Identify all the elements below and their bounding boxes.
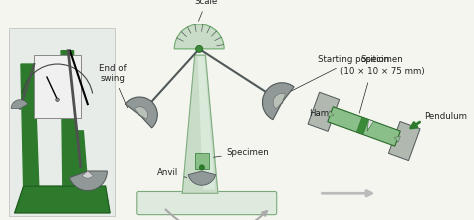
Polygon shape <box>394 136 401 142</box>
Text: Hammer: Hammer <box>309 108 346 117</box>
Text: Starting position: Starting position <box>289 55 389 92</box>
Wedge shape <box>125 97 157 128</box>
Polygon shape <box>61 51 77 186</box>
Wedge shape <box>263 83 294 120</box>
FancyBboxPatch shape <box>137 191 277 215</box>
Circle shape <box>196 45 203 52</box>
Polygon shape <box>356 117 368 135</box>
Wedge shape <box>135 107 147 119</box>
Polygon shape <box>21 64 39 186</box>
Text: Scale: Scale <box>195 0 218 21</box>
Polygon shape <box>308 92 340 131</box>
Polygon shape <box>328 111 334 117</box>
Circle shape <box>199 165 205 170</box>
Polygon shape <box>68 131 88 186</box>
Text: Anvil: Anvil <box>157 169 187 178</box>
Circle shape <box>56 98 59 101</box>
Text: Pendulum: Pendulum <box>424 112 467 121</box>
FancyBboxPatch shape <box>9 28 115 216</box>
Polygon shape <box>388 121 420 161</box>
FancyBboxPatch shape <box>34 55 81 117</box>
FancyBboxPatch shape <box>195 153 209 169</box>
Text: End of
swing: End of swing <box>99 64 128 108</box>
Wedge shape <box>11 100 28 109</box>
Wedge shape <box>82 171 93 178</box>
Text: Specimen
(10 × ​10 × 75 mm): Specimen (10 × ​10 × 75 mm) <box>339 55 424 76</box>
Polygon shape <box>198 57 214 189</box>
FancyArrowPatch shape <box>165 209 267 220</box>
Wedge shape <box>273 94 285 109</box>
Polygon shape <box>15 186 110 213</box>
Text: Specimen: Specimen <box>213 148 270 157</box>
Wedge shape <box>188 171 216 185</box>
Wedge shape <box>174 24 224 49</box>
Polygon shape <box>182 55 218 193</box>
FancyArrowPatch shape <box>322 191 372 196</box>
Polygon shape <box>328 107 401 146</box>
Wedge shape <box>69 171 108 191</box>
Polygon shape <box>367 119 374 131</box>
